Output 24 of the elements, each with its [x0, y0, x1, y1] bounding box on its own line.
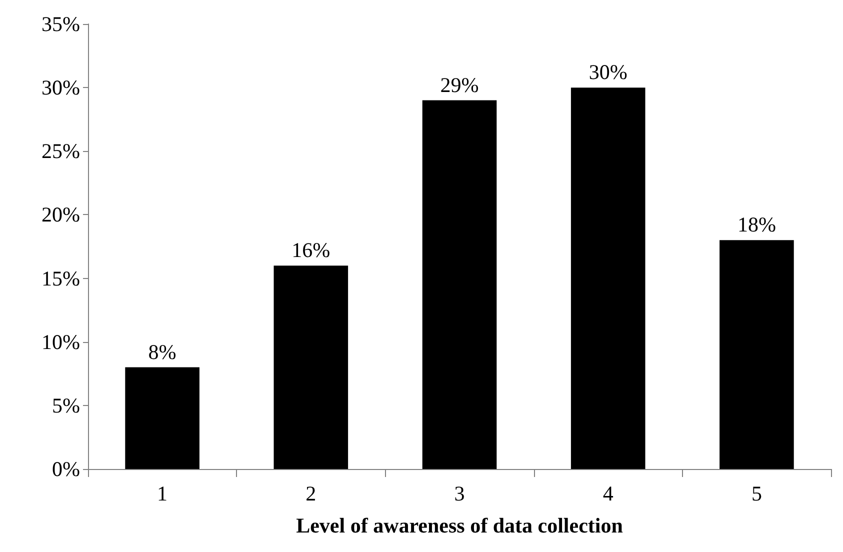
y-tick-label: 35% [42, 12, 80, 36]
bar [570, 88, 646, 469]
bar [125, 367, 200, 469]
y-tick-label: 30% [42, 76, 80, 100]
data-label: 16% [292, 238, 330, 262]
x-tick-label: 3 [454, 482, 465, 506]
data-label: 29% [440, 72, 479, 97]
data-label: 8% [148, 340, 176, 364]
x-tick-label: 2 [306, 482, 316, 506]
y-tick-label: 15% [42, 266, 80, 290]
x-tick-label: 5 [751, 482, 762, 506]
x-tick-label: 4 [602, 482, 614, 506]
bar [274, 266, 348, 469]
data-label: 18% [737, 212, 776, 237]
data-label: 30% [588, 60, 628, 84]
bar [720, 240, 794, 469]
y-tick-label: 0% [52, 457, 80, 481]
y-tick-label: 20% [42, 202, 80, 227]
y-tick-label: 5% [52, 393, 80, 418]
y-tick-label: 10% [42, 330, 80, 354]
bar [422, 100, 497, 469]
y-tick-label: 25% [42, 139, 80, 164]
x-axis-title: Level of awareness of data collection [296, 514, 624, 538]
x-tick-label: 1 [157, 482, 168, 506]
